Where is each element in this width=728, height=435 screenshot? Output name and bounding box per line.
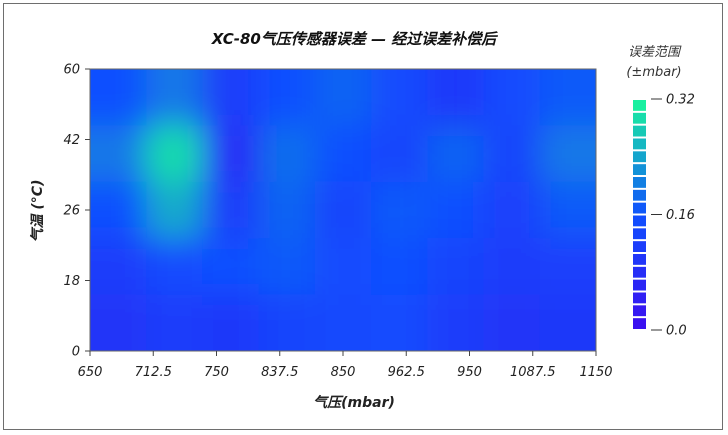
heatmap-cell bbox=[90, 181, 147, 239]
colorbar-step bbox=[633, 215, 646, 227]
x-tick-label: 750 bbox=[204, 365, 229, 380]
x-axis: 650 712.5 750 837.5 850 962.5 950 1087.5 1150 bbox=[78, 351, 613, 380]
colorbar-ticks: 0.0 0.16 0.32 bbox=[651, 93, 695, 339]
heatmap-cell bbox=[202, 125, 260, 183]
heatmap-cell bbox=[427, 238, 485, 296]
colorbar-step bbox=[633, 164, 646, 175]
heatmap-cell bbox=[146, 181, 203, 239]
x-tick-label: 650 bbox=[78, 365, 103, 380]
colorbar-step bbox=[633, 228, 646, 240]
heatmap-cell bbox=[314, 294, 372, 351]
y-tick-label: 60 bbox=[63, 63, 80, 78]
x-tick-label: 950 bbox=[457, 365, 482, 380]
heatmap-cell bbox=[314, 238, 372, 296]
x-axis-title: 气压(mbar) bbox=[313, 394, 395, 411]
heatmap-cell bbox=[202, 238, 260, 296]
heatmap-cell bbox=[202, 69, 260, 126]
heatmap-cell bbox=[483, 125, 541, 183]
heatmap-cell bbox=[146, 69, 203, 126]
colorbar-tick-label: 0.0 bbox=[666, 324, 687, 339]
heatmap-cell bbox=[90, 294, 147, 351]
y-tick-label: 26 bbox=[63, 204, 80, 219]
colorbar-step bbox=[633, 202, 646, 214]
heatmap-cell bbox=[90, 125, 147, 183]
heatmap-cell bbox=[202, 181, 260, 239]
heatmap-cell bbox=[539, 181, 596, 239]
colorbar-step bbox=[633, 254, 646, 265]
heatmap-cell bbox=[539, 125, 596, 183]
colorbar-tick-label: 0.32 bbox=[666, 93, 695, 108]
heatmap-cell bbox=[427, 125, 485, 183]
colorbar-step bbox=[633, 305, 646, 317]
heatmap-cell bbox=[90, 238, 147, 296]
colorbar-step bbox=[633, 266, 646, 278]
heatmap-cell bbox=[258, 125, 316, 183]
y-tick-label: 0 bbox=[72, 345, 80, 360]
heatmap-cell bbox=[258, 294, 316, 351]
y-axis-title: 气温 (°C) bbox=[29, 180, 46, 243]
legend-title-line2: (±mbar) bbox=[626, 65, 681, 80]
colorbar-step bbox=[633, 292, 646, 304]
heatmap-cell bbox=[371, 238, 428, 296]
heatmap-cell bbox=[314, 181, 372, 239]
heatmap-cells bbox=[90, 69, 596, 351]
y-axis: 0 18 26 42 60 bbox=[63, 63, 90, 360]
heatmap-cell bbox=[483, 238, 541, 296]
colorbar-step bbox=[633, 125, 646, 137]
heatmap-cell bbox=[539, 238, 596, 296]
heatmap-cell bbox=[146, 294, 203, 351]
colorbar-step bbox=[633, 279, 646, 291]
x-tick-label: 850 bbox=[331, 365, 356, 380]
heatmap-cell bbox=[371, 181, 428, 239]
heatmap-cell bbox=[483, 181, 541, 239]
plot-area bbox=[89, 68, 597, 352]
heatmap-cell bbox=[371, 294, 428, 351]
heatmap-cell bbox=[371, 125, 428, 183]
y-tick-label: 42 bbox=[63, 133, 80, 148]
colorbar-step bbox=[633, 151, 646, 163]
colorbar-step bbox=[633, 189, 646, 201]
colorbar-tick-label: 0.16 bbox=[666, 208, 695, 223]
colorbar-step bbox=[633, 318, 646, 329]
chart-title: XC-80气压传感器误差 — 经过误差补偿后 bbox=[211, 30, 499, 48]
colorbar-step bbox=[633, 241, 646, 252]
heatmap-cell bbox=[90, 69, 147, 126]
heatmap-cell bbox=[314, 69, 372, 126]
heatmap-cell bbox=[202, 294, 260, 351]
heatmap-cell bbox=[539, 294, 596, 351]
heatmap-cell bbox=[314, 125, 372, 183]
y-tick-label: 18 bbox=[63, 274, 80, 289]
heatmap-cell bbox=[427, 181, 485, 239]
heatmap-cell bbox=[427, 69, 485, 126]
heatmap-cell bbox=[483, 294, 541, 351]
heatmap-cell bbox=[427, 294, 485, 351]
x-tick-label: 1087.5 bbox=[510, 365, 556, 380]
colorbar-step bbox=[633, 138, 646, 150]
colorbar-step bbox=[633, 112, 646, 124]
x-tick-label: 1150 bbox=[579, 365, 612, 380]
colorbar-step bbox=[633, 177, 646, 188]
heatmap-cell bbox=[146, 238, 203, 296]
heatmap-cell bbox=[539, 69, 596, 126]
heatmap-cell bbox=[146, 125, 203, 183]
heatmap-cell bbox=[483, 69, 541, 126]
colorbar bbox=[633, 100, 646, 329]
x-tick-label: 962.5 bbox=[388, 365, 425, 380]
legend-title-line1: 误差范围 bbox=[628, 45, 682, 60]
heatmap-cell bbox=[258, 69, 316, 126]
heatmap-cell bbox=[258, 238, 316, 296]
colorbar-step bbox=[633, 100, 646, 111]
x-tick-label: 712.5 bbox=[135, 365, 172, 380]
heatmap-cell bbox=[371, 69, 428, 126]
heatmap-cell bbox=[258, 181, 316, 239]
x-tick-label: 837.5 bbox=[261, 365, 298, 380]
